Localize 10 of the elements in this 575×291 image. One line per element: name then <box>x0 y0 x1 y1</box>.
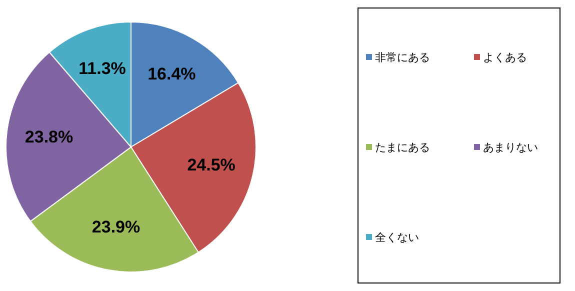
data-label: 24.5% <box>187 155 236 174</box>
legend-label: たまにある <box>375 141 430 154</box>
data-label: 16.4% <box>148 64 196 84</box>
data-label: 11.3% <box>78 59 126 78</box>
legend-label: よくある <box>483 51 527 64</box>
data-label: 23.8% <box>24 127 74 146</box>
legend-label: 非常にある <box>375 51 430 64</box>
legend-label: 全くない <box>375 231 419 244</box>
legend-label: あまりない <box>483 141 538 154</box>
data-label: 23.9% <box>92 218 140 237</box>
